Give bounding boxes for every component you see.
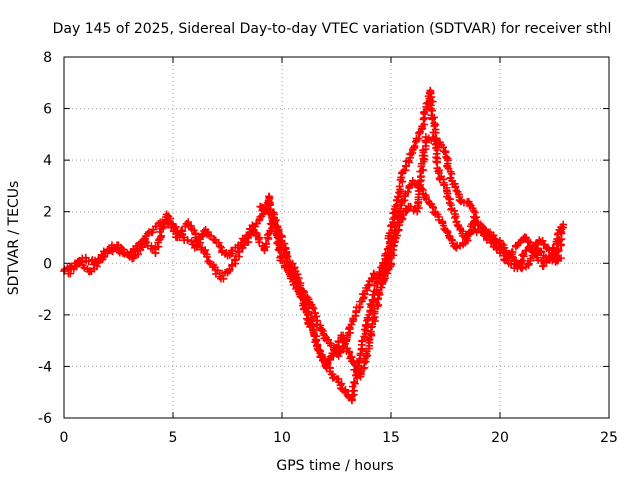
data-point: [295, 274, 303, 282]
data-point: [559, 220, 568, 229]
data-point: [300, 304, 308, 313]
data-point: [395, 182, 404, 191]
data-point: [428, 115, 437, 124]
data-point: [389, 242, 397, 251]
data-point: [178, 226, 186, 235]
data-point: [113, 243, 122, 252]
data-point: [319, 329, 328, 338]
data-point: [357, 364, 366, 373]
data-point: [552, 251, 561, 260]
data-point: [157, 232, 166, 240]
data-point: [451, 183, 460, 192]
data-point: [183, 236, 192, 244]
x-tick-label: 5: [169, 430, 178, 446]
data-point: [350, 386, 358, 395]
data-point: [393, 231, 402, 240]
data-point: [442, 186, 451, 195]
y-tick-label: 4: [43, 153, 52, 169]
data-point: [357, 370, 365, 379]
data-point: [554, 256, 562, 265]
data-point: [273, 239, 281, 247]
x-tick-label: 25: [600, 430, 618, 446]
y-tick-label: -4: [38, 359, 52, 375]
data-point: [448, 176, 456, 185]
data-point: [311, 309, 320, 318]
data-point: [345, 348, 354, 357]
data-point: [330, 343, 339, 352]
data-point: [274, 245, 283, 254]
data-point: [416, 177, 424, 186]
data-point: [158, 222, 167, 231]
data-point: [170, 224, 179, 233]
x-tick-label: 0: [60, 430, 69, 446]
plot-frame: [63, 56, 610, 419]
data-point: [419, 154, 428, 163]
data-point: [266, 210, 274, 218]
series-track-3: [378, 133, 568, 288]
data-point: [265, 201, 274, 209]
data-point: [447, 235, 456, 244]
data-point: [137, 240, 145, 249]
x-tick-label: 15: [382, 430, 400, 446]
data-point: [365, 311, 373, 319]
data-point: [404, 188, 412, 196]
data-point: [166, 214, 174, 223]
data-point: [420, 152, 429, 160]
data-point: [281, 263, 290, 272]
series-track-4: [256, 202, 396, 360]
data-point: [300, 288, 308, 297]
data-point: [262, 240, 270, 248]
data-point: [196, 238, 204, 247]
data-point: [309, 304, 318, 313]
data-point: [255, 238, 264, 247]
data-point: [387, 259, 395, 268]
data-point: [540, 240, 549, 249]
data-point: [350, 378, 358, 387]
data-point: [231, 256, 239, 265]
data-point: [528, 248, 537, 256]
data-point: [375, 288, 383, 297]
data-point: [443, 228, 452, 237]
y-tick-label: 8: [43, 50, 52, 66]
y-tick-label: -2: [38, 308, 52, 324]
data-point: [407, 202, 415, 211]
y-tick-label: 2: [43, 205, 52, 221]
x-axis-label: GPS time / hours: [276, 458, 393, 474]
y-tick-label: 6: [43, 102, 52, 118]
data-point: [356, 297, 364, 306]
data-point: [280, 239, 289, 248]
data-point: [219, 275, 228, 283]
y-tick-label: 0: [43, 256, 52, 272]
y-axis-label: SDTVAR / TECUs: [6, 181, 22, 296]
data-point: [228, 260, 237, 269]
data-point: [278, 257, 287, 265]
y-tick-label: -6: [38, 411, 52, 427]
data-point: [491, 236, 500, 244]
axis-ticks: 0 5 10 15 20 25 -6 -4 -2 0 2 4 6 8: [38, 50, 618, 446]
data-point: [349, 316, 358, 324]
data-point: [351, 361, 360, 370]
data-points: [60, 86, 568, 405]
data-point: [362, 321, 370, 329]
chart-title: Day 145 of 2025, Sidereal Day-to-day VTE…: [53, 21, 612, 37]
x-tick-label: 20: [491, 430, 509, 446]
data-point: [275, 246, 284, 255]
x-tick-label: 10: [273, 430, 291, 446]
data-point: [418, 166, 427, 175]
data-point: [514, 259, 522, 268]
data-point: [203, 252, 211, 261]
data-point: [368, 275, 376, 284]
data-point: [283, 252, 292, 261]
data-point: [313, 342, 322, 350]
data-point: [447, 169, 456, 178]
data-point: [532, 245, 541, 254]
data-point: [410, 142, 419, 150]
